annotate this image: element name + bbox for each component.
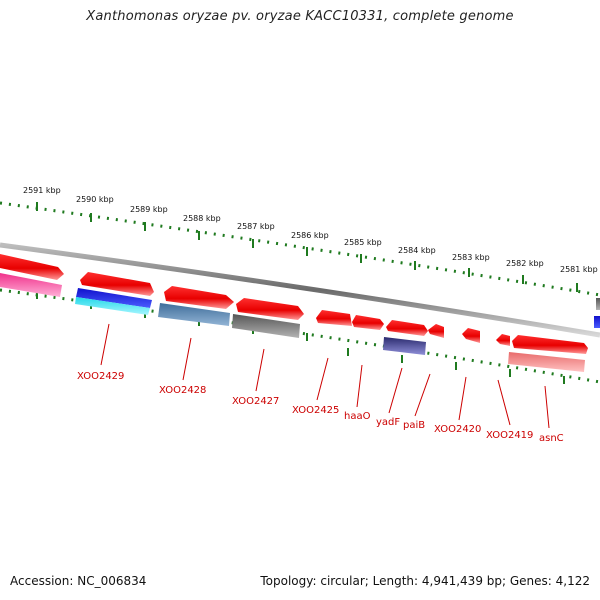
- gene-label-leaders: [100, 323, 550, 429]
- gene-arrow[interactable]: [512, 335, 588, 354]
- ruler-label: 2584 kbp: [398, 246, 436, 255]
- ruler-label: 2591 kbp: [23, 186, 61, 195]
- gene-label[interactable]: yadF: [376, 417, 400, 428]
- gene-arrow[interactable]: [386, 320, 428, 336]
- gene-arrow[interactable]: [316, 310, 352, 326]
- ruler-label: 2583 kbp: [452, 253, 490, 262]
- gene-block[interactable]: [508, 352, 585, 372]
- gene-arrow[interactable]: [0, 254, 64, 280]
- genome-backbone: [0, 242, 600, 338]
- genome-summary-text: Topology: circular; Length: 4,941,439 bp…: [260, 574, 590, 588]
- ruler-label: 2590 kbp: [76, 195, 114, 204]
- gene-arrow[interactable]: [236, 298, 304, 320]
- upper-ruler-ticks: [36, 202, 578, 292]
- gene-label[interactable]: XOO2428: [159, 385, 206, 396]
- gene-block[interactable]: [75, 297, 150, 315]
- ruler-label: 2582 kbp: [506, 259, 544, 268]
- gene-label[interactable]: asnC: [539, 433, 564, 444]
- ruler-label: 2588 kbp: [183, 214, 221, 223]
- gene-block[interactable]: [76, 288, 152, 308]
- upper-ruler: 2591 kbp 2590 kbp 2589 kbp 2588 kbp 2587…: [0, 186, 600, 297]
- forward-strand: [0, 254, 600, 354]
- gene-arrow[interactable]: [352, 315, 384, 330]
- ruler-label: 2587 kbp: [237, 222, 275, 231]
- gene-arrow[interactable]: [80, 272, 154, 296]
- ruler-label: 2589 kbp: [130, 205, 168, 214]
- reverse-strand: [0, 273, 600, 372]
- gene-arrow[interactable]: [462, 328, 480, 343]
- gene-label[interactable]: XOO2420: [434, 424, 481, 435]
- gene-block[interactable]: [0, 273, 62, 297]
- gene-block[interactable]: [232, 314, 300, 338]
- gene-block[interactable]: [594, 316, 600, 328]
- gene-label[interactable]: XOO2429: [77, 371, 124, 382]
- gene-arrow[interactable]: [164, 286, 234, 309]
- ruler-label: 2586 kbp: [291, 231, 329, 240]
- gene-label[interactable]: XOO2419: [486, 430, 533, 441]
- ruler-label: 2585 kbp: [344, 238, 382, 247]
- gene-block[interactable]: [596, 298, 600, 310]
- gene-block[interactable]: [158, 303, 230, 326]
- gene-block[interactable]: [383, 337, 426, 355]
- gene-arrow[interactable]: [428, 324, 444, 338]
- gene-label[interactable]: haaO: [344, 411, 371, 422]
- gene-label[interactable]: paiB: [403, 420, 425, 431]
- gene-arrow[interactable]: [496, 334, 510, 346]
- accession-text: Accession: NC_006834: [10, 574, 147, 588]
- ruler-label: 2581 kbp: [560, 265, 598, 274]
- gene-label[interactable]: XOO2425: [292, 405, 339, 416]
- gene-label[interactable]: XOO2427: [232, 396, 279, 407]
- genome-title: Xanthomonas oryzae pv. oryzae KACC10331,…: [86, 9, 514, 24]
